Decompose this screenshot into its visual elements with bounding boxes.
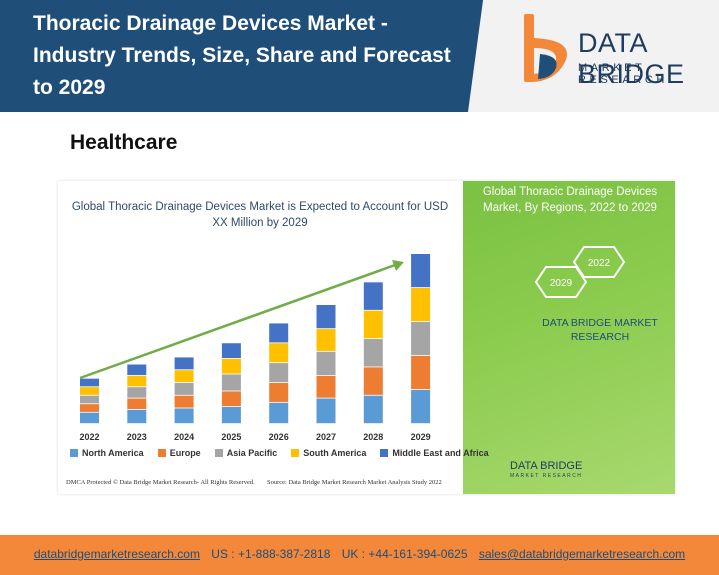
legend-item-europe: Europe (157, 448, 201, 458)
legend-label: North America (82, 448, 144, 458)
chart-title: Global Thoracic Drainage Devices Market … (71, 201, 449, 229)
legend-label: Asia Pacific (226, 448, 278, 458)
small-logo-name: DATA BRIDGE (510, 460, 583, 472)
logo-subtitle: MARKET RESEARCH (578, 62, 668, 86)
legend-swatch (70, 449, 78, 457)
small-logo-subtitle: MARKET RESEARCH (510, 473, 583, 479)
legend-swatch (380, 449, 389, 457)
legend-swatch (214, 449, 223, 457)
page-title: Thoracic Drainage Devices Market - Indus… (33, 12, 451, 99)
legend-item-south-america: South America (291, 448, 366, 458)
legend-swatch (291, 449, 300, 457)
category-label: Healthcare (70, 131, 178, 154)
legend-label: South America (303, 448, 367, 458)
legend-item-north-america: North America (70, 448, 144, 458)
source-note: Source: Data Bridge Market Research Mark… (267, 479, 442, 486)
side-panel (463, 181, 675, 494)
email-link[interactable]: sales@databridgemarketresearch.com (478, 547, 686, 561)
chart-legend: North America Europe Asia Pacific South Ame… (70, 448, 489, 458)
logo-box (468, 0, 719, 112)
legend-swatch (157, 449, 166, 457)
legend-label: Europe (169, 448, 201, 458)
website-link[interactable]: databridgemarketresearch.com (33, 547, 200, 561)
footer-contact: databridgemarketresearch.com US : +1-888… (0, 547, 719, 561)
legend-item-middle-east-and-africa: Middle East and Africa (380, 448, 489, 458)
logo-name: DATA BRIDGE (578, 28, 685, 89)
side-panel-brand: DATA BRIDGE MARKET RESEARCH (542, 317, 658, 343)
us-phone: US : +1-888-387-2818 (211, 547, 331, 561)
legend-item-asia-pacific: Asia Pacific (214, 448, 278, 458)
side-panel-title: Global Thoracic Drainage Devices Market,… (482, 186, 658, 214)
dmca-note: DMCA Protected © Data Bridge Market Rese… (66, 479, 255, 486)
footer-bar (0, 535, 719, 575)
legend-label: Middle East and Africa (392, 448, 489, 458)
uk-phone: UK : +44-161-394-0625 (341, 547, 468, 561)
